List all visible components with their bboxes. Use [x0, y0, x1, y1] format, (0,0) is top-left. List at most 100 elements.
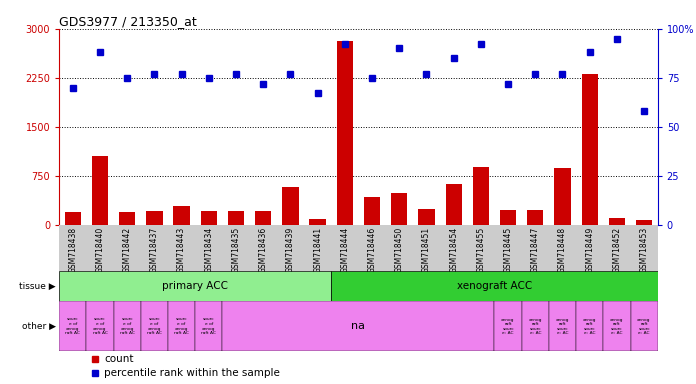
Bar	[386, 225, 413, 271]
Bar	[146, 211, 163, 225]
Text: tissue ▶: tissue ▶	[19, 281, 56, 291]
Bar	[603, 301, 631, 351]
Text: GSM718438: GSM718438	[68, 227, 77, 273]
Text: na: na	[351, 321, 365, 331]
Bar	[413, 225, 440, 271]
Bar	[364, 197, 380, 225]
Bar	[522, 225, 549, 271]
Bar	[223, 225, 250, 271]
Bar	[337, 41, 353, 225]
Bar	[554, 168, 571, 225]
Text: GSM718436: GSM718436	[259, 227, 268, 273]
Bar	[473, 167, 489, 225]
Bar	[391, 193, 407, 225]
Bar	[331, 225, 358, 271]
Bar	[500, 210, 516, 225]
Text: sourc
e of
xenog
raft AC: sourc e of xenog raft AC	[93, 318, 107, 335]
Bar	[582, 74, 598, 225]
Bar	[467, 225, 494, 271]
Text: xenog
raft
sourc
e: AC: xenog raft sourc e: AC	[583, 318, 596, 335]
Text: GSM718450: GSM718450	[395, 227, 404, 273]
Bar	[168, 225, 195, 271]
Bar	[195, 301, 223, 351]
Text: xenog
raft
sourc
e: AC: xenog raft sourc e: AC	[555, 318, 569, 335]
Text: GSM718439: GSM718439	[286, 227, 295, 273]
Bar	[522, 301, 549, 351]
Bar	[86, 225, 113, 271]
Text: sourc
e of
xenog
raft AC: sourc e of xenog raft AC	[201, 318, 216, 335]
Bar	[494, 301, 522, 351]
Text: xenog
raft
sourc
e: AC: xenog raft sourc e: AC	[528, 318, 542, 335]
Text: GDS3977 / 213350_at: GDS3977 / 213350_at	[59, 15, 197, 28]
Bar	[631, 225, 658, 271]
Bar	[440, 225, 467, 271]
Bar	[418, 209, 434, 225]
Bar	[113, 225, 141, 271]
Text: GSM718447: GSM718447	[531, 227, 540, 273]
Bar	[609, 218, 625, 225]
Bar	[527, 210, 544, 225]
Text: GSM718441: GSM718441	[313, 227, 322, 273]
Bar	[304, 225, 331, 271]
Bar	[113, 301, 141, 351]
Bar	[445, 184, 462, 225]
Bar	[283, 187, 299, 225]
Text: other ▶: other ▶	[22, 322, 56, 331]
Text: percentile rank within the sample: percentile rank within the sample	[104, 368, 280, 378]
Text: GSM718449: GSM718449	[585, 227, 594, 273]
Text: xenog
raft
sourc
e: AC: xenog raft sourc e: AC	[638, 318, 651, 335]
Bar	[494, 225, 522, 271]
Text: GSM718451: GSM718451	[422, 227, 431, 273]
Bar	[141, 301, 168, 351]
Bar	[255, 211, 271, 225]
Bar	[576, 225, 603, 271]
Bar	[65, 212, 81, 225]
Bar	[631, 301, 658, 351]
Text: count: count	[104, 354, 134, 364]
Bar	[195, 225, 223, 271]
Bar	[223, 301, 494, 351]
Bar	[173, 206, 190, 225]
Bar	[92, 156, 108, 225]
Text: GSM718442: GSM718442	[122, 227, 132, 273]
Bar	[603, 225, 631, 271]
Bar	[228, 210, 244, 225]
Text: sourc
e of
xenog
raft AC: sourc e of xenog raft AC	[174, 318, 189, 335]
Text: GSM718453: GSM718453	[640, 227, 649, 273]
Text: GSM718455: GSM718455	[476, 227, 485, 273]
Bar	[250, 225, 277, 271]
Text: GSM718446: GSM718446	[367, 227, 377, 273]
Text: GSM718448: GSM718448	[558, 227, 567, 273]
Bar	[119, 212, 135, 225]
Text: sourc
e of
xenog
raft AC: sourc e of xenog raft AC	[120, 318, 134, 335]
Bar	[59, 225, 86, 271]
Text: GSM718434: GSM718434	[205, 227, 213, 273]
Text: GSM718440: GSM718440	[95, 227, 104, 273]
Bar	[549, 225, 576, 271]
Bar	[310, 219, 326, 225]
Text: GSM718444: GSM718444	[340, 227, 349, 273]
Text: GSM718443: GSM718443	[177, 227, 186, 273]
Bar	[86, 301, 113, 351]
Text: GSM718437: GSM718437	[150, 227, 159, 273]
Text: sourc
e of
xenog
raft AC: sourc e of xenog raft AC	[147, 318, 162, 335]
Text: xenog
raft
sourc
e: AC: xenog raft sourc e: AC	[501, 318, 515, 335]
Text: xenog
raft
sourc
e: AC: xenog raft sourc e: AC	[610, 318, 624, 335]
Bar	[277, 225, 304, 271]
Text: xenograft ACC: xenograft ACC	[457, 281, 532, 291]
Bar	[636, 220, 652, 225]
Bar	[331, 271, 658, 301]
Bar	[59, 301, 86, 351]
Text: sourc
e of
xenog
raft AC: sourc e of xenog raft AC	[65, 318, 80, 335]
Bar	[141, 225, 168, 271]
Bar	[358, 225, 386, 271]
Bar	[168, 301, 195, 351]
Bar	[576, 301, 603, 351]
Text: GSM718454: GSM718454	[449, 227, 458, 273]
Bar	[549, 301, 576, 351]
Text: GSM718452: GSM718452	[612, 227, 622, 273]
Text: GSM718435: GSM718435	[232, 227, 241, 273]
Bar	[59, 271, 331, 301]
Bar	[200, 211, 217, 225]
Text: primary ACC: primary ACC	[162, 281, 228, 291]
